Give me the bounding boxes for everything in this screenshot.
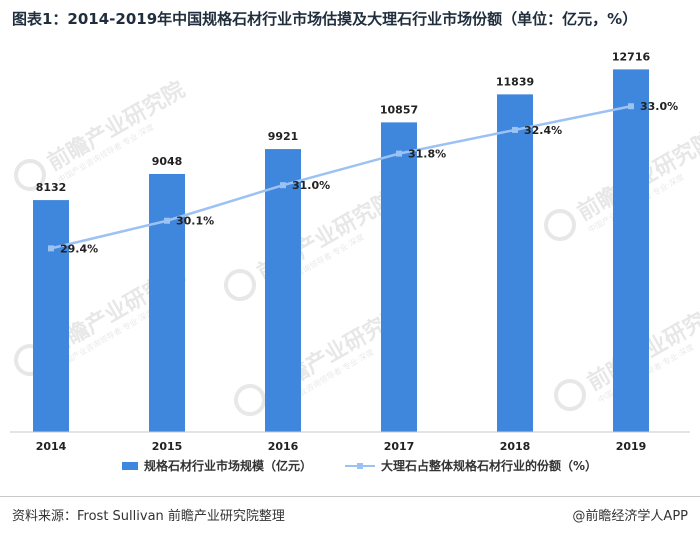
bar	[265, 149, 301, 432]
line-point	[396, 150, 402, 157]
bar-value-label: 11839	[496, 75, 534, 88]
legend-bar-swatch	[122, 462, 138, 470]
legend-bar-label: 规格石材行业市场规模（亿元）	[144, 458, 312, 473]
watermark-circle-icon	[234, 384, 266, 416]
bar	[381, 122, 417, 432]
bar	[497, 94, 533, 432]
bar-value-label: 12716	[612, 50, 651, 63]
line-value-label: 31.8%	[408, 148, 446, 161]
x-tick-label: 2015	[152, 440, 183, 453]
bar-value-label: 8132	[36, 181, 67, 194]
watermark-layer: 前瞻产业研究院中国产业咨询领导者·专业·深度前瞻产业研究院中国产业咨询领导者·专…	[14, 77, 700, 416]
source-note: 资料来源：Frost Sullivan 前瞻产业研究院整理	[12, 509, 285, 524]
line-value-label: 30.1%	[176, 215, 214, 228]
x-tick-label: 2019	[616, 440, 647, 453]
line-value-label: 29.4%	[60, 242, 98, 255]
line-point	[628, 103, 634, 110]
bar-value-label: 10857	[380, 103, 418, 116]
line-value-label: 32.4%	[524, 124, 562, 137]
x-tick-label: 2018	[500, 440, 531, 453]
watermark-circle-icon	[554, 379, 586, 411]
line-point	[48, 245, 54, 252]
x-tick-labels: 2014 2015 2016 2017 2018 2019	[36, 440, 647, 453]
line-point	[512, 126, 518, 133]
footer-divider	[0, 496, 700, 497]
bar	[149, 173, 185, 432]
watermark-circle-icon	[14, 159, 46, 191]
legend: 规格石材行业市场规模（亿元） 大理石占整体规格石材行业的份额（%）	[122, 458, 597, 473]
bar-value-label: 9921	[268, 130, 299, 143]
line-value-label: 33.0%	[640, 100, 678, 113]
line-point	[280, 182, 286, 189]
share-line	[50, 105, 632, 250]
watermark-circle-icon	[224, 269, 256, 301]
bar-value-label: 9048	[152, 155, 183, 168]
legend-line-label: 大理石占整体规格石材行业的份额（%）	[381, 458, 597, 473]
x-tick-label: 2016	[268, 440, 299, 453]
bar	[33, 200, 69, 432]
watermark-circle-icon	[544, 209, 576, 241]
line-point	[164, 217, 170, 224]
x-tick-label: 2017	[384, 440, 415, 453]
legend-line-marker	[357, 463, 363, 469]
brand-handle: @前瞻经济学人APP	[572, 509, 688, 524]
line-value-label: 31.0%	[292, 179, 330, 192]
x-tick-label: 2014	[36, 440, 67, 453]
bar	[613, 69, 649, 432]
bars-layer: 8132 9048 9921 10857 11839 12716	[33, 50, 650, 432]
chart-title: 图表1：2014-2019年中国规格石材行业市场估摸及大理石行业市场份额（单位：…	[12, 10, 638, 28]
line-layer: 29.4% 30.1% 31.0% 31.8% 32.4% 33.0%	[48, 100, 678, 255]
